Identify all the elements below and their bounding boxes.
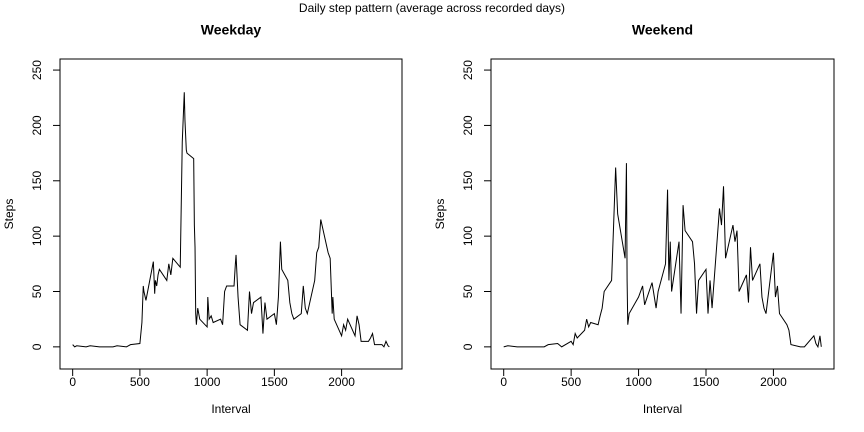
y-tick-label: 200 <box>30 115 44 135</box>
data-line <box>503 163 822 349</box>
data-line <box>72 92 390 348</box>
y-tick-label: 250 <box>30 60 44 80</box>
y-axis-label: Steps <box>2 199 16 230</box>
y-tick-label: 150 <box>30 170 44 190</box>
y-tick-label: 200 <box>461 115 475 135</box>
figure-title: Daily step pattern (average across recor… <box>299 1 565 15</box>
x-tick-label: 1500 <box>693 375 720 389</box>
y-tick-label: 50 <box>461 285 475 299</box>
y-tick-label: 0 <box>461 343 475 350</box>
y-tick-label: 150 <box>461 170 475 190</box>
x-tick-label: 500 <box>130 375 150 389</box>
x-tick-label: 1000 <box>625 375 652 389</box>
x-tick-label: 500 <box>561 375 581 389</box>
panel-title: Weekday <box>201 22 262 38</box>
x-axis-label: Interval <box>211 402 250 416</box>
x-tick-label: 1500 <box>261 375 288 389</box>
x-axis-label: Interval <box>643 402 682 416</box>
y-tick-label: 0 <box>30 343 44 350</box>
x-tick-label: 2000 <box>760 375 787 389</box>
panel-title: Weekend <box>632 22 693 38</box>
y-tick-label: 100 <box>30 226 44 246</box>
y-tick-label: 100 <box>461 226 475 246</box>
x-tick-label: 0 <box>69 375 76 389</box>
y-tick-label: 50 <box>30 285 44 299</box>
x-tick-label: 2000 <box>328 375 355 389</box>
x-tick-label: 1000 <box>194 375 221 389</box>
x-tick-label: 0 <box>500 375 507 389</box>
y-axis-label: Steps <box>433 199 447 230</box>
y-tick-label: 250 <box>461 60 475 80</box>
